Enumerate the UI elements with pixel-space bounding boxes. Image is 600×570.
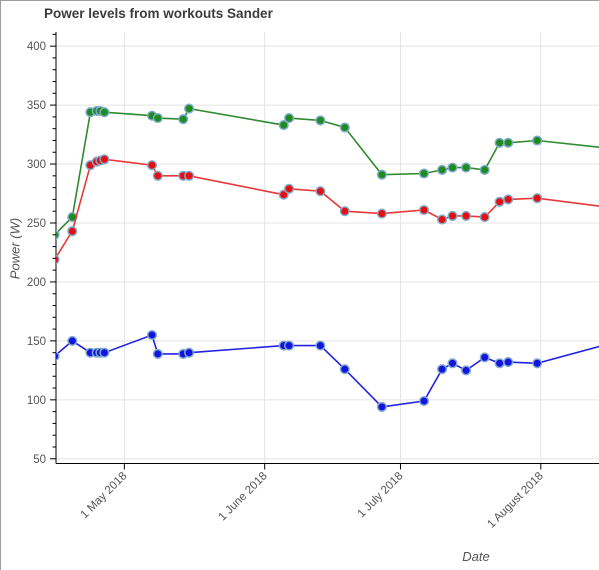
blue-point-15-may (184, 347, 195, 358)
green-point-13-jun (315, 115, 326, 126)
y-tick-label: 50 (33, 454, 46, 466)
green-series-line (56, 107, 599, 235)
red-point-13-jun (315, 186, 326, 197)
red-point-10-jul (437, 214, 448, 225)
blue-point-27-apr (99, 347, 110, 358)
blue-point-6-jun (284, 340, 295, 351)
green-point-27-apr (99, 107, 110, 118)
x-tick-label: 1 August 2018 (485, 470, 545, 530)
y-tick-label: 400 (27, 41, 46, 53)
red-point-19-apr (67, 226, 78, 237)
red-point-16-apr (56, 254, 60, 265)
blue-point-31-jul (532, 358, 543, 369)
chart-title: Power levels from workouts Sander (44, 6, 273, 21)
green-point-16-apr (56, 229, 60, 240)
red-point-27-jun (376, 208, 387, 219)
y-tick-label: 250 (27, 218, 46, 230)
red-point-25-jul (503, 194, 514, 205)
green-point-10-jul (437, 164, 448, 175)
red-point-19-jun (339, 206, 350, 217)
green-point-23-jul (494, 137, 505, 148)
blue-point-13-jul (447, 358, 458, 369)
red-point-15-jul (461, 210, 472, 221)
y-tick-label: 200 (27, 277, 46, 289)
red-point-20-jul (479, 212, 490, 223)
y-tick-label: 150 (27, 336, 46, 348)
red-point-13-jul (447, 210, 458, 221)
y-tick-label: 100 (27, 395, 46, 407)
blue-point-20-jul (479, 352, 490, 363)
blue-point-19-apr (67, 335, 78, 346)
red-series-line (56, 158, 599, 259)
blue-series-line (56, 333, 599, 408)
green-point-6-jun (284, 113, 295, 124)
green-point-31-jul (532, 135, 543, 146)
red-point-7-may (146, 160, 158, 171)
green-point-19-jun (339, 122, 350, 133)
green-point-27-jun (376, 169, 387, 180)
blue-point-15-jul (461, 365, 472, 376)
blue-point-27-jun (376, 401, 387, 412)
red-point-6-jul (418, 204, 430, 216)
blue-point-16-apr (56, 351, 60, 362)
blue-point-23-jul (494, 358, 505, 369)
green-point-25-jul (503, 137, 514, 148)
green-point-13-jul (447, 162, 458, 173)
blue-point-7-may (146, 329, 158, 341)
blue-point-8-may (152, 348, 163, 359)
green-point-15-may (184, 103, 195, 114)
blue-point-6-jul (418, 395, 430, 407)
x-tick-label: 1 July 2018 (356, 470, 406, 520)
red-point-31-jul (532, 193, 543, 204)
x-axis-label: Date (462, 549, 490, 564)
y-tick-label: 300 (27, 159, 46, 171)
blue-point-25-jul (503, 357, 514, 368)
blue-point-19-jun (339, 364, 350, 375)
green-point-20-jul (479, 164, 490, 175)
red-point-23-jul (494, 196, 505, 207)
x-tick-label: 1 May 2018 (78, 470, 129, 521)
x-tick-label: 1 June 2018 (217, 470, 270, 523)
green-point-14-may (178, 114, 189, 125)
red-point-6-jun (284, 183, 295, 194)
y-tick-label: 350 (27, 100, 46, 112)
green-point-5-jun (278, 120, 289, 131)
red-point-27-apr (99, 154, 110, 165)
red-point-8-may (152, 170, 163, 181)
green-point-8-may (152, 113, 163, 124)
green-point-6-jul (418, 168, 430, 179)
plot-area (56, 103, 599, 412)
red-point-15-may (184, 170, 195, 181)
green-point-15-jul (461, 162, 472, 173)
blue-point-13-jun (315, 340, 326, 351)
blue-point-10-jul (437, 364, 448, 375)
